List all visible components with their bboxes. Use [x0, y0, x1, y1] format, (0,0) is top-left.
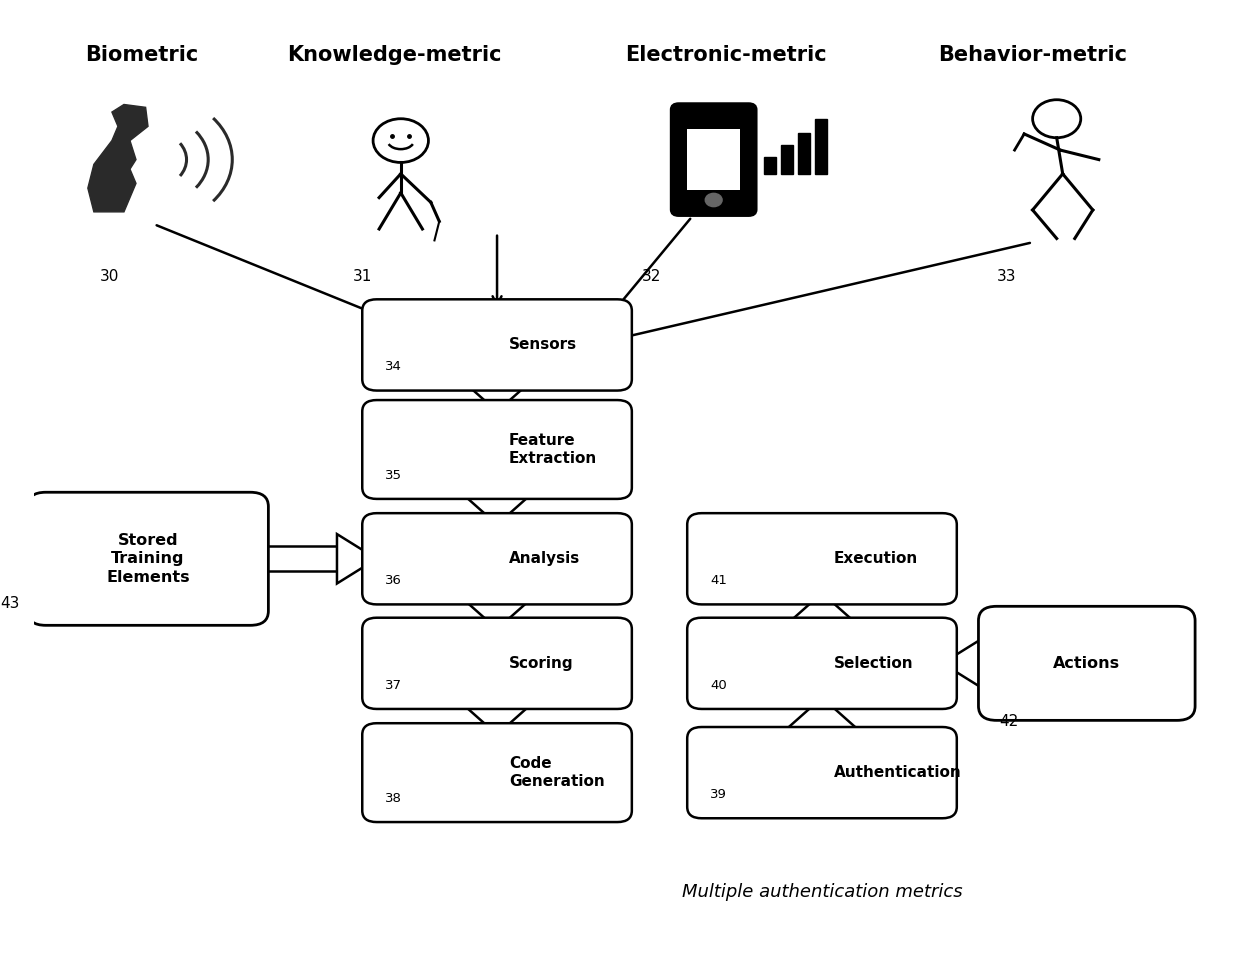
- FancyBboxPatch shape: [687, 513, 957, 604]
- Circle shape: [706, 193, 722, 206]
- Text: Stored
Training
Elements: Stored Training Elements: [107, 532, 190, 585]
- Bar: [764, 157, 776, 174]
- Text: Multiple authentication metrics: Multiple authentication metrics: [682, 883, 962, 901]
- Polygon shape: [480, 488, 513, 490]
- Text: 31: 31: [352, 269, 372, 284]
- Polygon shape: [942, 639, 982, 688]
- FancyBboxPatch shape: [362, 618, 632, 709]
- Text: Analysis: Analysis: [510, 552, 580, 566]
- Text: 36: 36: [386, 575, 402, 587]
- Polygon shape: [784, 698, 861, 731]
- Polygon shape: [805, 627, 838, 629]
- Polygon shape: [982, 651, 997, 676]
- Text: 43: 43: [0, 596, 20, 611]
- Bar: [815, 119, 827, 174]
- Text: 42: 42: [999, 714, 1018, 728]
- Text: Actions: Actions: [1053, 656, 1121, 671]
- Polygon shape: [805, 731, 838, 738]
- FancyBboxPatch shape: [362, 513, 632, 604]
- Text: 38: 38: [386, 792, 402, 805]
- Polygon shape: [459, 701, 536, 734]
- Text: Feature
Extraction: Feature Extraction: [510, 433, 598, 466]
- Polygon shape: [459, 378, 536, 411]
- FancyBboxPatch shape: [978, 606, 1195, 721]
- Text: 34: 34: [386, 360, 402, 374]
- Text: Execution: Execution: [835, 552, 919, 566]
- Polygon shape: [480, 593, 513, 595]
- FancyBboxPatch shape: [362, 724, 632, 822]
- Polygon shape: [480, 698, 513, 701]
- Bar: [687, 129, 740, 190]
- Text: Behavior-metric: Behavior-metric: [939, 45, 1127, 65]
- FancyBboxPatch shape: [672, 104, 756, 215]
- Text: Authentication: Authentication: [835, 765, 962, 780]
- Text: Sensors: Sensors: [510, 337, 577, 353]
- Polygon shape: [337, 534, 377, 583]
- Text: 40: 40: [711, 679, 727, 692]
- Text: 37: 37: [386, 679, 402, 692]
- Polygon shape: [480, 378, 513, 380]
- Text: Code
Generation: Code Generation: [510, 756, 605, 789]
- Text: Biometric: Biometric: [86, 45, 198, 65]
- Text: 32: 32: [641, 269, 661, 284]
- Polygon shape: [88, 104, 148, 212]
- Text: Selection: Selection: [835, 656, 914, 671]
- FancyBboxPatch shape: [27, 492, 268, 625]
- Polygon shape: [250, 547, 337, 571]
- FancyBboxPatch shape: [362, 299, 632, 391]
- Bar: [797, 133, 810, 174]
- Text: 33: 33: [997, 269, 1016, 284]
- Polygon shape: [459, 595, 536, 629]
- Text: Knowledge-metric: Knowledge-metric: [288, 45, 502, 65]
- Text: 39: 39: [711, 788, 727, 801]
- Text: 41: 41: [711, 575, 727, 587]
- Text: Electronic-metric: Electronic-metric: [625, 45, 827, 65]
- Bar: [781, 145, 794, 174]
- Text: Scoring: Scoring: [510, 656, 574, 671]
- FancyBboxPatch shape: [362, 400, 632, 499]
- FancyBboxPatch shape: [687, 727, 957, 818]
- Polygon shape: [459, 490, 536, 525]
- FancyBboxPatch shape: [687, 618, 957, 709]
- Text: 30: 30: [100, 269, 119, 284]
- Text: 35: 35: [386, 468, 402, 482]
- Polygon shape: [784, 593, 861, 627]
